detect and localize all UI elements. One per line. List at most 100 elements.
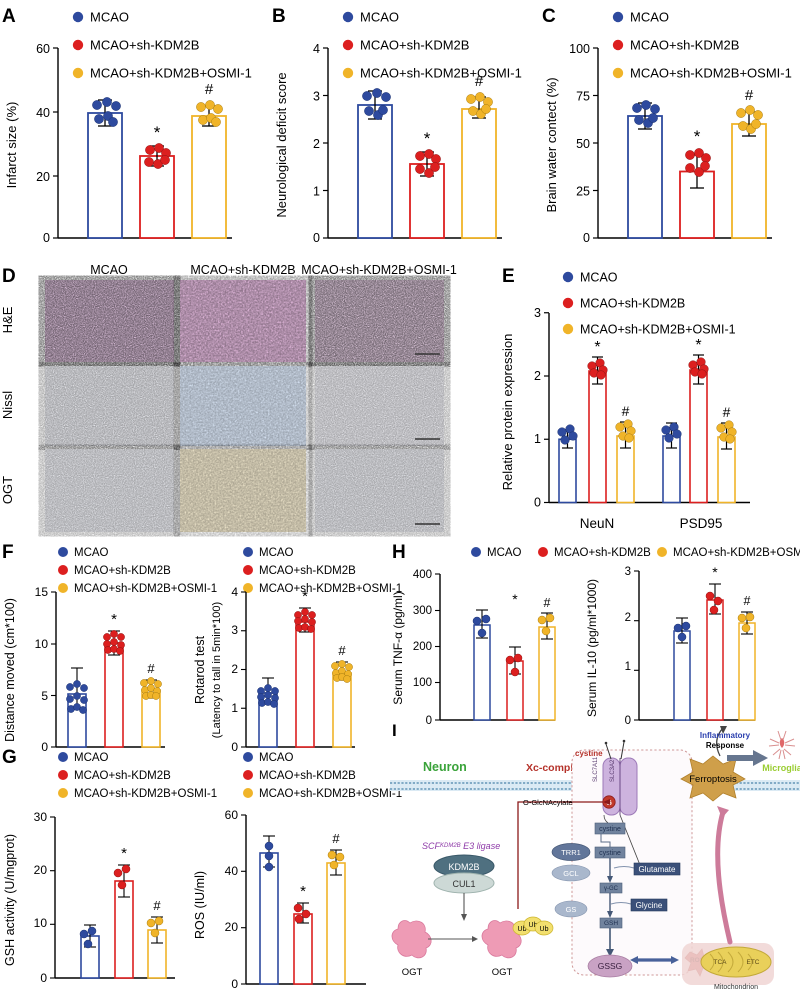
svg-text:#: # — [475, 73, 484, 90]
svg-text:1: 1 — [534, 432, 541, 446]
svg-text:#: # — [723, 404, 731, 420]
svg-text:Distance moved (cm*100): Distance moved (cm*100) — [3, 598, 17, 742]
svg-text:10: 10 — [35, 637, 49, 651]
svg-text:G: G — [2, 747, 17, 768]
svg-text:GSH activity (U/mgprot): GSH activity (U/mgprot) — [3, 834, 17, 966]
svg-text:15: 15 — [35, 585, 49, 599]
svg-text:*: * — [594, 339, 600, 356]
svg-text:3: 3 — [313, 90, 320, 104]
svg-text:2: 2 — [625, 612, 631, 624]
svg-text:D: D — [2, 266, 16, 287]
svg-text:MCAO+sh-KDM2B: MCAO+sh-KDM2B — [259, 565, 356, 577]
svg-text:#: # — [332, 831, 340, 846]
svg-text:O-GlcNAcylate: O-GlcNAcylate — [523, 798, 573, 807]
svg-text:#: # — [622, 403, 630, 419]
svg-text:MCAO+sh-KDM2B+OSMI-1: MCAO+sh-KDM2B+OSMI-1 — [74, 583, 217, 595]
svg-text:cystine: cystine — [599, 850, 621, 857]
svg-text:20: 20 — [225, 920, 239, 934]
svg-text:Microglia: Microglia — [762, 763, 800, 773]
svg-text:MCAO+sh-KDM2B: MCAO+sh-KDM2B — [74, 565, 171, 577]
svg-text:H: H — [392, 542, 406, 563]
svg-text:MCAO+sh-KDM2B: MCAO+sh-KDM2B — [580, 297, 685, 311]
svg-text:Ub: Ub — [540, 926, 549, 933]
svg-text:Rotarod test: Rotarod test — [193, 635, 207, 704]
svg-text:#: # — [745, 87, 754, 104]
svg-text:Glycine: Glycine — [636, 901, 663, 910]
svg-text:MCAO+sh-KDM2B+OSMI-1: MCAO+sh-KDM2B+OSMI-1 — [90, 66, 252, 81]
svg-text:Neuron: Neuron — [423, 760, 467, 774]
svg-text:#: # — [205, 81, 214, 98]
svg-text:I: I — [392, 721, 397, 740]
svg-text:ETC: ETC — [747, 959, 760, 966]
svg-text:MCAO: MCAO — [74, 547, 109, 559]
svg-text:Mitochondrion: Mitochondrion — [714, 984, 758, 991]
svg-text:50: 50 — [576, 137, 590, 151]
svg-text:MCAO+sh-KDM2B: MCAO+sh-KDM2B — [90, 38, 199, 53]
svg-text:20: 20 — [34, 863, 48, 877]
svg-text:MCAO+sh-KDM2B: MCAO+sh-KDM2B — [74, 770, 171, 782]
svg-text:TCA: TCA — [714, 959, 728, 966]
svg-text:30: 30 — [34, 810, 48, 824]
svg-text:0: 0 — [583, 231, 590, 245]
svg-text:MCAO+sh-KDM2B+OSMI-1: MCAO+sh-KDM2B+OSMI-1 — [673, 547, 800, 559]
svg-text:3: 3 — [625, 566, 631, 578]
svg-text:300: 300 — [413, 605, 432, 617]
svg-text:MCAO+sh-KDM2B+OSMI-1: MCAO+sh-KDM2B+OSMI-1 — [301, 263, 457, 277]
svg-text:MCAO: MCAO — [259, 752, 294, 764]
svg-text:γ-GC: γ-GC — [604, 886, 619, 892]
svg-text:CUL1: CUL1 — [452, 879, 475, 889]
svg-text:MCAO: MCAO — [580, 271, 618, 285]
svg-text:#: # — [338, 643, 346, 658]
svg-text:*: * — [111, 611, 117, 628]
svg-text:*: * — [694, 127, 701, 146]
svg-text:0: 0 — [313, 231, 320, 245]
svg-text:Ferroptosis: Ferroptosis — [689, 774, 737, 785]
svg-text:cystine: cystine — [599, 826, 621, 833]
svg-text:Infarct size (%): Infarct size (%) — [4, 102, 19, 189]
svg-text:MCAO+sh-KDM2B+OSMI-1: MCAO+sh-KDM2B+OSMI-1 — [259, 583, 402, 595]
svg-text:Inflammatory: Inflammatory — [700, 731, 751, 740]
svg-text:MCAO+sh-KDM2B: MCAO+sh-KDM2B — [554, 547, 651, 559]
svg-text:#: # — [744, 594, 751, 608]
svg-text:Relative protein expression: Relative protein expression — [500, 334, 515, 491]
svg-text:0: 0 — [40, 971, 47, 985]
svg-text:MCAO+sh-KDM2B+OSMI-1: MCAO+sh-KDM2B+OSMI-1 — [360, 66, 522, 81]
svg-text:Response: Response — [706, 741, 745, 750]
svg-text:Neurological deficit score: Neurological deficit score — [274, 72, 289, 217]
svg-text:#: # — [147, 661, 155, 676]
svg-text:MCAO: MCAO — [90, 263, 128, 277]
svg-text:1: 1 — [231, 701, 238, 715]
svg-text:3: 3 — [231, 623, 238, 637]
svg-text:*: * — [300, 883, 306, 900]
svg-text:MCAO: MCAO — [90, 10, 129, 25]
svg-text:100: 100 — [569, 42, 590, 56]
svg-text:MCAO: MCAO — [259, 547, 294, 559]
svg-text:TRR1: TRR1 — [561, 848, 581, 857]
svg-text:SLC7A11: SLC7A11 — [593, 756, 599, 782]
svg-text:E: E — [502, 266, 515, 287]
svg-text:MCAO: MCAO — [630, 10, 669, 25]
svg-text:GSH: GSH — [604, 920, 618, 927]
svg-text:MCAO+sh-KDM2B+OSMI-1: MCAO+sh-KDM2B+OSMI-1 — [74, 788, 217, 800]
svg-text:MCAO+sh-KDM2B: MCAO+sh-KDM2B — [360, 38, 469, 53]
svg-text:*: * — [424, 129, 431, 148]
svg-text:2: 2 — [534, 369, 541, 383]
svg-text:GCL: GCL — [563, 869, 578, 878]
svg-text:40: 40 — [225, 864, 239, 878]
svg-text:OGT: OGT — [0, 476, 15, 504]
svg-text:SCFKDM2B E3 ligase: SCFKDM2B E3 ligase — [422, 841, 500, 851]
svg-text:60: 60 — [36, 42, 50, 56]
svg-text:0: 0 — [534, 496, 541, 510]
svg-text:KDM2B: KDM2B — [448, 862, 479, 872]
svg-text:1: 1 — [313, 185, 320, 199]
svg-text:SLC3A2: SLC3A2 — [610, 759, 616, 782]
svg-text:MCAO+sh-KDM2B: MCAO+sh-KDM2B — [259, 770, 356, 782]
svg-text:ROS (IU/ml): ROS (IU/ml) — [193, 871, 207, 939]
svg-text:0: 0 — [43, 231, 50, 245]
svg-text:2: 2 — [313, 137, 320, 151]
svg-text:GSSG: GSSG — [598, 961, 623, 971]
svg-text:B: B — [272, 6, 286, 27]
svg-text:5: 5 — [41, 689, 48, 703]
svg-text:Glutamate: Glutamate — [639, 865, 676, 874]
svg-text:Brain water contect (%): Brain water contect (%) — [544, 77, 559, 212]
